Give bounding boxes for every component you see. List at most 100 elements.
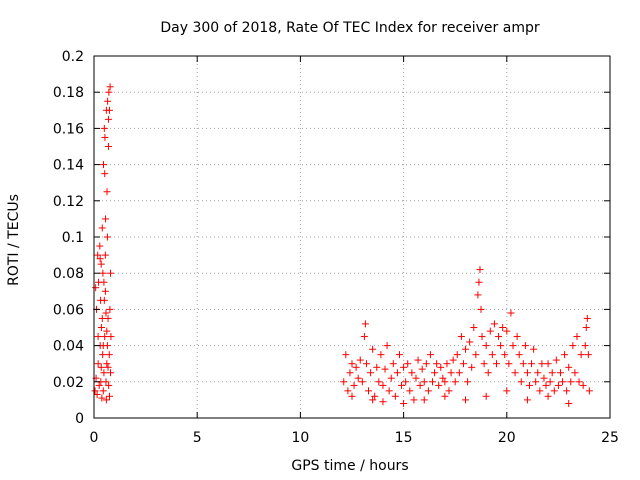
data-point xyxy=(439,374,447,382)
data-point xyxy=(523,369,531,377)
data-point xyxy=(94,251,102,259)
data-point xyxy=(362,360,370,368)
data-point xyxy=(416,381,424,389)
data-point xyxy=(100,124,108,132)
data-point xyxy=(383,342,391,350)
y-tick-labels: 0 0.02 0.04 0.06 0.08 0.1 0.12 0.14 0.16 0.18 0.2 xyxy=(53,49,84,427)
data-point xyxy=(468,363,476,371)
data-point xyxy=(459,360,467,368)
data-point xyxy=(377,351,385,359)
data-point xyxy=(579,381,587,389)
data-point xyxy=(582,324,590,331)
data-point xyxy=(490,320,498,328)
data-point xyxy=(528,360,536,368)
data-point xyxy=(106,83,114,91)
data-point xyxy=(478,333,486,341)
data-point xyxy=(340,378,348,386)
data-point xyxy=(488,351,496,359)
data-point xyxy=(435,381,443,389)
data-point xyxy=(98,224,106,232)
data-point xyxy=(561,351,569,359)
data-point xyxy=(104,363,112,371)
data-point xyxy=(477,305,485,313)
data-point xyxy=(563,387,571,395)
data-point xyxy=(102,309,110,317)
data-point xyxy=(101,287,109,295)
data-point xyxy=(422,360,430,368)
data-point xyxy=(102,378,110,386)
data-point xyxy=(348,360,356,368)
data-point xyxy=(93,390,101,398)
data-point xyxy=(402,378,410,386)
data-point xyxy=(398,381,406,389)
data-point xyxy=(389,360,397,368)
data-point xyxy=(100,296,108,304)
data-point xyxy=(519,360,527,368)
data-point xyxy=(105,88,113,96)
y-tick-label: 0.08 xyxy=(53,266,84,282)
data-point xyxy=(511,369,519,377)
data-point xyxy=(455,369,463,377)
data-point xyxy=(97,260,105,268)
y-axis-label: ROTI / TECUs xyxy=(6,194,22,286)
data-point xyxy=(581,342,589,350)
data-point xyxy=(412,374,420,382)
data-point xyxy=(105,392,113,400)
data-point xyxy=(431,369,439,377)
data-point xyxy=(542,381,550,389)
y-tick-label: 0.06 xyxy=(53,302,84,318)
data-point xyxy=(375,378,383,386)
y-tick-label: 0.18 xyxy=(53,85,84,101)
data-point xyxy=(107,369,115,377)
data-point xyxy=(482,392,490,400)
data-point xyxy=(497,342,505,350)
data-point xyxy=(92,284,100,292)
data-point xyxy=(99,387,107,395)
data-point xyxy=(395,351,403,359)
data-point xyxy=(517,378,525,386)
data-point xyxy=(495,333,503,341)
x-tick-label: 20 xyxy=(498,430,516,446)
data-point xyxy=(480,360,488,368)
y-tick-label: 0 xyxy=(75,411,84,427)
data-point xyxy=(381,365,389,373)
data-point xyxy=(100,369,108,377)
data-point xyxy=(354,374,362,382)
data-point xyxy=(526,381,534,389)
x-tick-label: 25 xyxy=(601,430,619,446)
data-point xyxy=(101,133,109,141)
data-point xyxy=(552,356,560,364)
data-point xyxy=(513,333,521,341)
data-point xyxy=(94,360,102,368)
data-point xyxy=(94,333,102,341)
data-point xyxy=(544,360,552,368)
data-point xyxy=(420,396,428,404)
data-point xyxy=(356,356,364,364)
data-point xyxy=(367,369,375,377)
data-point xyxy=(418,365,426,373)
y-tick-label: 0.1 xyxy=(62,230,84,246)
data-point xyxy=(369,345,377,353)
data-point xyxy=(105,351,113,359)
data-point xyxy=(102,396,110,404)
data-point xyxy=(107,269,115,277)
y-tick-label: 0.02 xyxy=(53,375,84,391)
data-point xyxy=(400,400,408,408)
data-point xyxy=(466,338,474,346)
data-point xyxy=(102,215,110,223)
data-point xyxy=(98,314,106,322)
data-point xyxy=(503,387,511,395)
data-point xyxy=(96,255,104,263)
data-point xyxy=(99,342,107,350)
x-tick-label: 10 xyxy=(291,430,309,446)
data-point xyxy=(501,351,509,359)
data-point xyxy=(449,356,457,364)
data-point xyxy=(567,378,575,386)
data-point xyxy=(101,333,109,341)
data-point xyxy=(486,327,494,335)
x-tick-label: 15 xyxy=(395,430,413,446)
data-point xyxy=(350,381,358,389)
data-point xyxy=(540,374,548,382)
data-point xyxy=(484,369,492,377)
data-point xyxy=(103,188,111,196)
